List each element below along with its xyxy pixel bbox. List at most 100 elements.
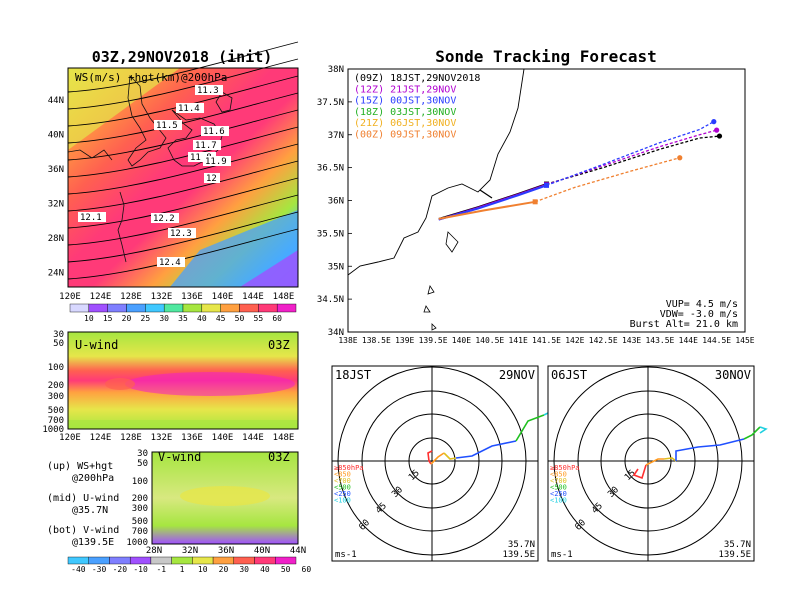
hodo-level-legend: ≥850hPa — [334, 464, 364, 472]
v-pressure-tick: 30 — [137, 449, 148, 459]
hodo-date: 29NOV — [499, 368, 535, 382]
u-pressure-tick: 50 — [53, 339, 64, 349]
track-legend-entry: (12Z) 21JST,29NOV — [354, 84, 456, 95]
hodo-wind-trace — [427, 450, 433, 465]
u-lon-tick: 120E — [59, 433, 81, 443]
contour-label: 11.6 — [203, 127, 225, 137]
ws-colorbar-swatch — [163, 303, 184, 313]
ws-colorbar-swatch — [145, 303, 165, 313]
v-colorbar-swatch — [129, 556, 152, 565]
contour-label: 11.5 — [156, 121, 178, 131]
v-pressure-tick: 100 — [132, 477, 148, 487]
ws-colorbar-tick: 45 — [216, 314, 226, 323]
u-lon-tick: 144E — [242, 433, 264, 443]
contour-label-bg — [154, 120, 182, 130]
u-pressure-tick: 200 — [48, 381, 64, 391]
track-vup: VUP= 4.5 m/s — [666, 299, 738, 310]
contour-label-bg — [201, 126, 229, 136]
v-panel-label: V-wind — [158, 450, 201, 464]
v-colorbar-swatch — [171, 556, 193, 565]
ws-lat-tick: 28N — [48, 234, 64, 244]
v-lat-tick: 40N — [254, 546, 270, 556]
track-map — [347, 68, 746, 333]
hodo-wind-trace — [675, 438, 745, 461]
contour-label-bg — [151, 213, 179, 223]
contour-label: 12.1 — [80, 213, 102, 223]
ws-panel-label: WS(m/s) +hgt(km)@200hPa — [75, 71, 227, 84]
hodo-wind-trace — [663, 457, 677, 462]
v-wind-panel — [151, 451, 299, 545]
track-lon-tick: 139.5E — [419, 336, 448, 345]
hodo-wind-trace — [515, 414, 545, 442]
track-coastline — [347, 68, 525, 276]
contour-label-bg — [168, 228, 196, 238]
hodo-level-legend: ≥850hPa — [550, 464, 580, 472]
track-lon-tick: 145E — [735, 336, 754, 345]
contour-label-bg — [195, 85, 223, 95]
v-colorbar-swatch — [254, 556, 276, 565]
v-colorbar-swatch — [150, 556, 172, 565]
track-lon-tick: 142E — [565, 336, 584, 345]
ws-lon-tick: 132E — [151, 292, 173, 302]
u-pressure-tick: 700 — [48, 416, 64, 426]
v-colorbar-swatch — [109, 556, 131, 565]
v-colorbar-tick: -40 — [71, 565, 86, 574]
ws-colorbar-tick: 20 — [122, 314, 132, 323]
v-pressure-tick: 1000 — [126, 538, 148, 548]
contour-label: 11.7 — [195, 141, 217, 151]
v-colorbar-tick: 1 — [180, 565, 185, 574]
u-pressure-tick: 100 — [48, 363, 64, 373]
u-lon-tick: 128E — [120, 433, 142, 443]
track-legend-entry: (15Z) 00JST,30NOV — [354, 96, 456, 107]
v-pressure-tick: 300 — [132, 504, 148, 514]
hodo-level-legend: <250 — [550, 490, 567, 498]
v-colorbar-tick: -10 — [133, 565, 148, 574]
note-mid-1: (mid) U-wind — [47, 493, 119, 504]
ws-lon-tick: 120E — [59, 292, 81, 302]
contour-label: 12 — [206, 174, 217, 184]
v-lat-tick: 44N — [290, 546, 306, 556]
ws-colorbar-tick: 60 — [272, 314, 282, 323]
ws-colorbar-swatch — [258, 303, 278, 313]
contour-label-bg — [188, 152, 216, 162]
hodo-level-legend: <850 — [334, 471, 351, 479]
hodo-wind-trace — [443, 452, 457, 460]
track-lon-tick: 143.5E — [645, 336, 674, 345]
note-up-1: (up) WS+hgt — [47, 461, 113, 472]
height-contour — [67, 194, 299, 246]
contour-label: 12.2 — [153, 214, 175, 224]
contour-label: 11.8 — [190, 153, 212, 163]
hodo-lat: 35.7N — [508, 540, 535, 550]
u-lon-tick: 132E — [151, 433, 173, 443]
ws-colorbar-swatch — [107, 303, 127, 313]
hodo-level-legend: <500 — [550, 484, 567, 492]
track-landing-point — [716, 133, 723, 139]
contour-label: 11.3 — [197, 86, 219, 96]
track-landing-point — [711, 119, 717, 125]
contour-label: 11.9 — [205, 157, 227, 167]
coastlines — [67, 75, 233, 263]
v-colorbar-tick: -30 — [92, 565, 107, 574]
contour-label: 12.3 — [170, 229, 192, 239]
ws-colorbar-swatch — [276, 303, 297, 313]
hodograph-right: 06JST 30NOVms-135.7N139.5E15304560≥850hPa… — [547, 365, 768, 562]
hodo-unit: ms-1 — [551, 550, 573, 560]
ws-lat-tick: 44N — [48, 96, 64, 106]
hodo-wind-trace — [632, 464, 647, 480]
track-legend-entry: (18Z) 03JST,30NOV — [354, 107, 456, 118]
track-legend-entry: (21Z) 06JST,30NOV — [354, 118, 456, 129]
contour-label: 12.4 — [159, 258, 181, 268]
track-lon-tick: 142.5E — [589, 336, 618, 345]
v-pressure-tick: 50 — [137, 459, 148, 469]
v-lat-tick: 32N — [182, 546, 198, 556]
v-colorbar-tick: 60 — [302, 565, 312, 574]
hodo-unit: ms-1 — [335, 550, 357, 560]
hodo-level-legend: <500 — [334, 484, 351, 492]
track-burst-point — [532, 199, 538, 205]
height-contour — [67, 143, 299, 195]
u-panel-label: U-wind — [75, 338, 118, 352]
track-descent-line — [546, 135, 720, 185]
track-lat-tick: 36.5N — [317, 164, 344, 174]
ws-lon-tick: 144E — [242, 292, 264, 302]
